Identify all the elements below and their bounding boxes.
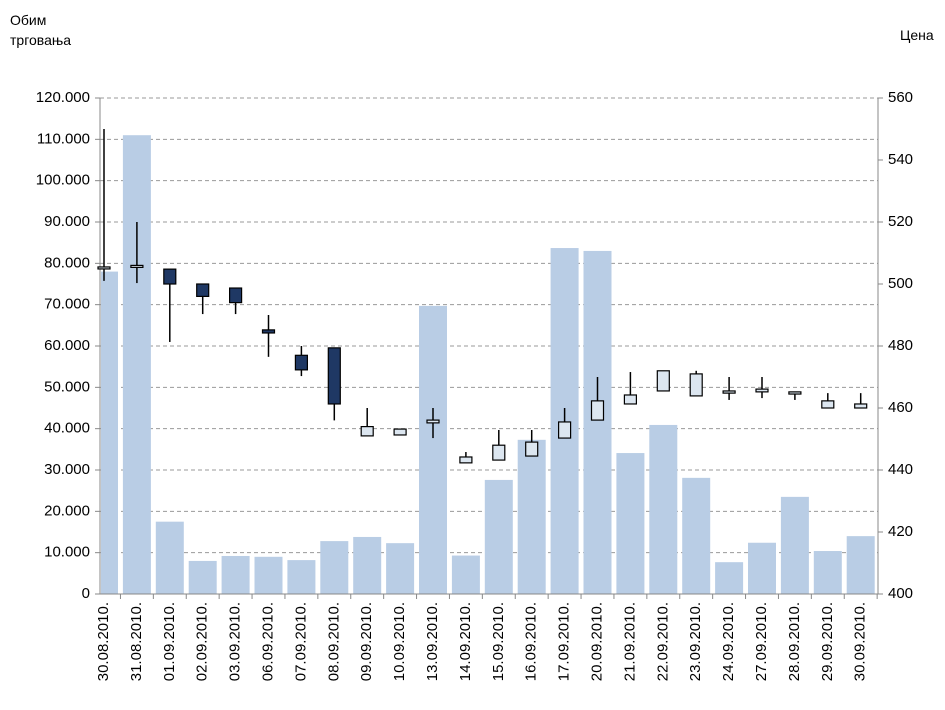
x-tick-label: 24.09.2010. xyxy=(720,602,737,681)
y-tick-label: 60.000 xyxy=(44,337,90,354)
y-tick-label: 10.000 xyxy=(44,544,90,561)
candle-body xyxy=(196,283,210,297)
x-tick-label: 07.09.2010. xyxy=(292,602,309,681)
candle-body xyxy=(854,403,868,409)
candle-body xyxy=(163,268,177,285)
y-tick-label: 20.000 xyxy=(44,502,90,519)
bar xyxy=(484,479,513,594)
bar xyxy=(780,496,809,594)
candle-body xyxy=(327,347,341,405)
bar xyxy=(386,543,415,594)
y2-tick-label: 460 xyxy=(888,399,913,416)
candle-body xyxy=(459,456,473,464)
y2-tick-label: 420 xyxy=(888,523,913,540)
candle-body xyxy=(393,428,407,436)
y2-tick-label: 440 xyxy=(888,461,913,478)
y-tick-label: 120.000 xyxy=(36,89,90,106)
y2-tick-label: 520 xyxy=(888,213,913,230)
y-tick-label: 100.000 xyxy=(36,172,90,189)
x-tick-label: 20.09.2010. xyxy=(588,602,605,681)
x-tick-label: 21.09.2010. xyxy=(621,602,638,681)
candle-body xyxy=(492,444,506,461)
x-tick-label: 17.09.2010. xyxy=(556,602,573,681)
x-tick-label: 08.09.2010. xyxy=(325,602,342,681)
x-tick-label: 01.09.2010. xyxy=(161,602,178,681)
candle-body xyxy=(656,370,670,392)
x-tick-label: 03.09.2010. xyxy=(227,602,244,681)
bar xyxy=(419,305,447,594)
x-tick-label: 06.09.2010. xyxy=(259,602,276,681)
bar xyxy=(221,555,250,594)
candle-body xyxy=(261,329,276,334)
x-tick-label: 23.09.2010. xyxy=(687,602,704,681)
candle-body xyxy=(294,354,308,371)
x-tick-label: 09.09.2010. xyxy=(358,602,375,681)
candle-body xyxy=(360,426,374,437)
candle-body xyxy=(130,264,144,268)
x-tick-label: 28.09.2010. xyxy=(786,602,803,681)
x-tick-label: 16.09.2010. xyxy=(523,602,540,681)
bar xyxy=(583,250,612,594)
bar xyxy=(122,135,151,594)
bar xyxy=(287,560,316,594)
bar xyxy=(649,424,678,594)
y-tick-label: 90.000 xyxy=(44,213,90,230)
y-axis-label: Обим трговања xyxy=(10,12,72,48)
x-tick-label: 22.09.2010. xyxy=(654,602,671,681)
candle-body xyxy=(557,421,572,439)
bar xyxy=(517,439,546,594)
bar xyxy=(813,551,842,594)
y-tick-label: 80.000 xyxy=(44,254,90,271)
candle-body xyxy=(623,394,638,405)
bar xyxy=(451,555,480,594)
x-tick-label: 30.09.2010. xyxy=(852,602,869,681)
bar xyxy=(616,453,645,594)
y-tick-label: 30.000 xyxy=(44,461,90,478)
y2-tick-label: 540 xyxy=(888,151,913,168)
bar xyxy=(715,562,744,594)
y-tick-label: 70.000 xyxy=(44,296,90,313)
y2-tick-label: 500 xyxy=(888,275,913,292)
y-tick-label: 0 xyxy=(82,585,90,602)
x-tick-label: 13.09.2010. xyxy=(424,602,441,681)
bar xyxy=(188,560,217,594)
x-tick-label: 31.08.2010. xyxy=(128,602,145,681)
y-tick-label: 110.000 xyxy=(37,130,90,147)
candle-body xyxy=(525,441,539,457)
x-tick-label: 02.09.2010. xyxy=(194,602,211,681)
bar xyxy=(353,536,382,594)
x-tick-label: 27.09.2010. xyxy=(753,602,770,681)
y2-tick-label: 400 xyxy=(888,585,913,602)
y2-tick-label: 480 xyxy=(888,337,913,354)
x-tick-label: 30.08.2010. xyxy=(95,602,112,681)
y2-axis-label: Цена xyxy=(900,27,934,43)
candle-body xyxy=(590,400,605,421)
bar xyxy=(682,477,711,594)
candle-body xyxy=(722,390,736,394)
x-tick-label: 15.09.2010. xyxy=(490,602,507,681)
y-tick-label: 40.000 xyxy=(44,420,90,437)
candle-body xyxy=(821,400,835,409)
bar xyxy=(748,542,776,594)
bar xyxy=(101,271,118,594)
x-tick-label: 10.09.2010. xyxy=(391,602,408,681)
bar xyxy=(320,541,349,594)
candle-body xyxy=(788,391,802,395)
candle-body xyxy=(755,388,769,393)
y2-tick-label: 560 xyxy=(888,89,913,106)
y-tick-label: 50.000 xyxy=(44,378,90,395)
x-tick-label: 14.09.2010. xyxy=(457,602,474,681)
candle-body xyxy=(97,266,111,270)
candle-body xyxy=(689,373,703,397)
bar xyxy=(155,521,184,594)
candle-body xyxy=(426,419,440,424)
x-tick-label: 29.09.2010. xyxy=(819,602,836,681)
bar xyxy=(254,556,283,594)
candle-body xyxy=(229,287,243,304)
bar xyxy=(846,536,875,594)
